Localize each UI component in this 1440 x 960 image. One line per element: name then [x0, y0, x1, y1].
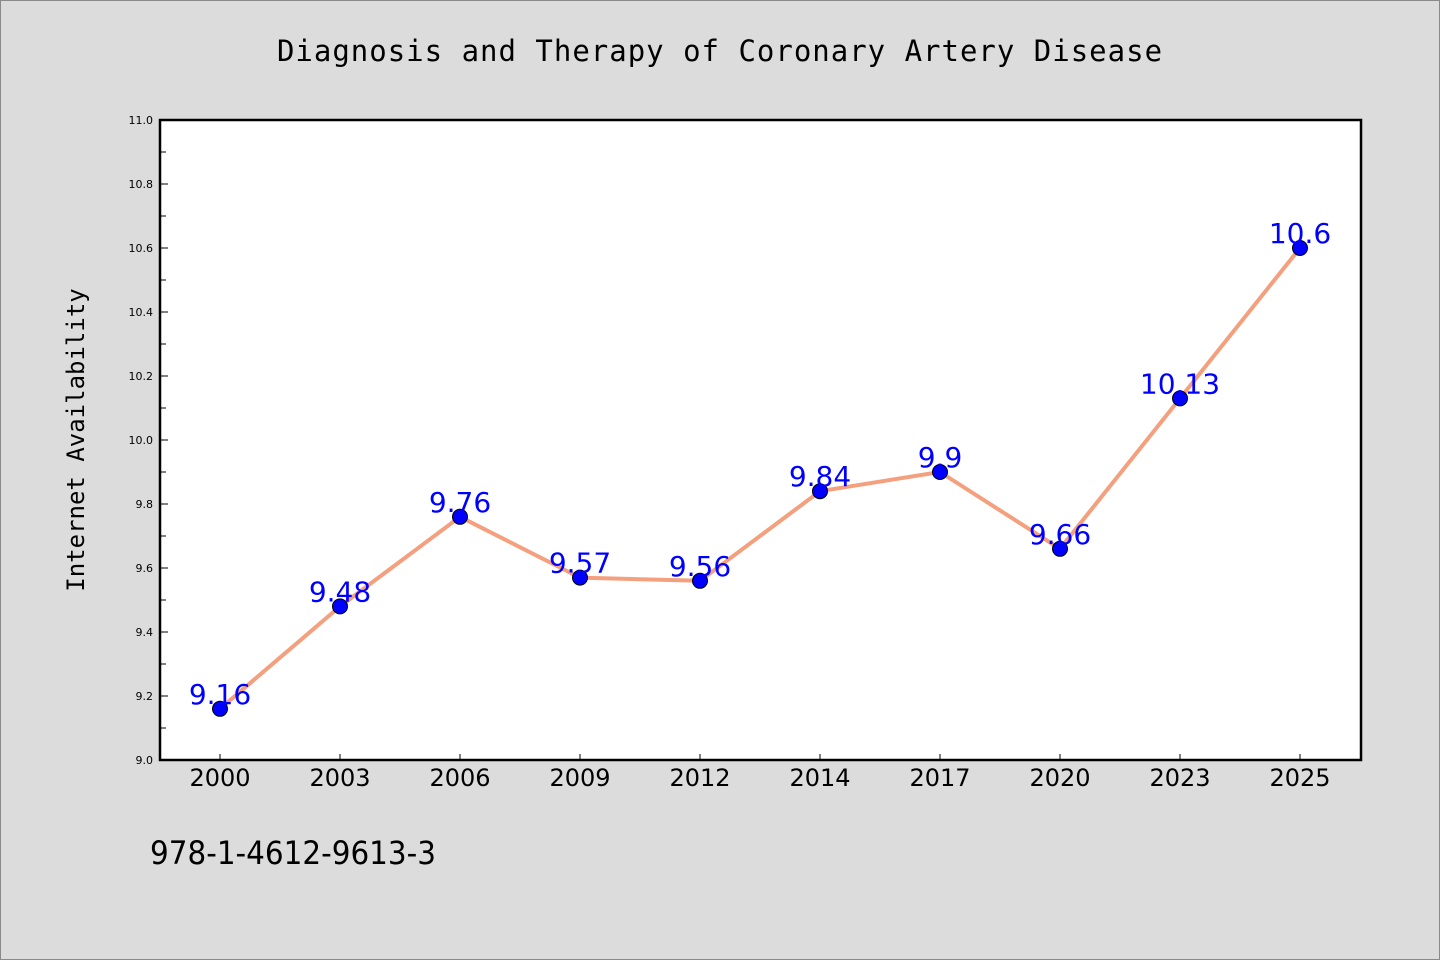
- y-axis-label: Internet Availability: [62, 288, 90, 591]
- data-point-2017: [932, 464, 948, 480]
- data-label-2020: 9.66: [1029, 518, 1091, 551]
- x-tick-label-2020: 2020: [1029, 764, 1090, 792]
- plot-area: [160, 120, 1361, 760]
- series-line: [218, 246, 1302, 711]
- chart-title: Diagnosis and Therapy of Coronary Artery…: [276, 34, 1164, 68]
- data-label-2017: 9.9: [918, 441, 963, 474]
- data-label-2012: 9.56: [669, 550, 731, 583]
- x-tick-label-2023: 2023: [1149, 764, 1210, 792]
- x-axis: 2000 2003 2006 2009 2012 2014 2017 2020 2023 2025: [189, 754, 1331, 792]
- series-layer: 9.16 9.48 9.76 9.57 9.56 9.84 9.9 9.66 10.13 10.6: [189, 217, 1331, 717]
- data-label-2006: 9.76: [429, 486, 491, 519]
- data-point-2012: [692, 572, 708, 589]
- y-tick-label: 10.2: [129, 370, 154, 383]
- data-label-2009: 9.57: [549, 547, 611, 580]
- y-tick-label: 9.0: [136, 754, 154, 767]
- y-tick-label: 10.0: [129, 434, 154, 447]
- data-label-2023: 10.13: [1140, 367, 1220, 400]
- y-tick-label: 9.6: [136, 562, 154, 575]
- x-tick-label-2014: 2014: [789, 764, 850, 792]
- data-label-2014: 9.84: [789, 460, 851, 493]
- y-tick-label: 9.2: [136, 690, 154, 703]
- data-label-2025: 10.6: [1269, 217, 1331, 250]
- data-point-2006: [452, 508, 468, 525]
- isbn-footer: 978-1-4612-9613-3: [150, 834, 436, 872]
- data-point-2020: [1052, 540, 1068, 557]
- data-point-2009: [572, 569, 588, 586]
- data-point-2014: [812, 483, 828, 500]
- data-point-2000: [212, 700, 228, 717]
- x-tick-label-2012: 2012: [669, 764, 730, 792]
- y-tick-label: 10.6: [129, 242, 154, 255]
- x-tick-label-2000: 2000: [189, 764, 250, 792]
- y-tick-label: 10.4: [129, 306, 154, 319]
- data-point-2025: [1292, 240, 1308, 256]
- y-axis: 9.0 9.2 9.4 9.6 9.8 10.0 10.2 10.4 10.6 10.8 11.0: [129, 114, 168, 767]
- y-tick-label: 9.8: [136, 498, 154, 511]
- x-tick-label-2017: 2017: [909, 764, 970, 792]
- data-label-2003: 9.48: [309, 575, 371, 608]
- x-tick-label-2006: 2006: [429, 764, 490, 792]
- data-point-2023: [1172, 390, 1188, 407]
- y-tick-label: 9.4: [136, 626, 154, 639]
- data-label-2000: 9.16: [189, 678, 251, 711]
- plot-border: [158, 118, 1363, 762]
- y-tick-label: 10.8: [129, 178, 154, 191]
- x-tick-label-2003: 2003: [309, 764, 370, 792]
- x-tick-label-2025: 2025: [1269, 764, 1330, 792]
- y-tick-label: 11.0: [129, 114, 154, 127]
- data-point-2003: [332, 598, 348, 615]
- x-tick-label-2009: 2009: [549, 764, 610, 792]
